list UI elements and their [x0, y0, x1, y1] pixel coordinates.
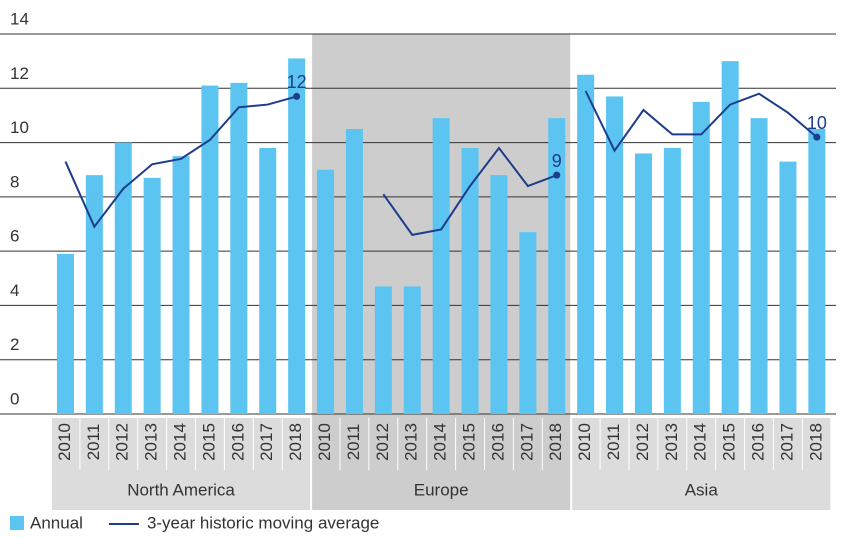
x-tick-label: 2015: [460, 423, 479, 461]
bar: [345, 129, 363, 414]
bar: [259, 148, 277, 414]
x-tick-label: 2014: [691, 423, 710, 461]
bar: [490, 175, 508, 414]
y-tick-label: 4: [10, 281, 19, 300]
x-tick-label: 2017: [257, 423, 276, 461]
bar: [374, 286, 392, 414]
x-tick-label: 2010: [315, 423, 334, 461]
bar: [230, 82, 248, 414]
moving-average-line: [64, 95, 297, 229]
x-tick-label: 2015: [720, 423, 739, 461]
data-label: 12: [287, 72, 307, 92]
bar: [85, 175, 103, 414]
x-tick-label: 2018: [286, 423, 305, 461]
bar: [634, 153, 652, 414]
bar: [317, 169, 335, 414]
bar: [519, 232, 537, 414]
y-tick-label: 8: [10, 172, 19, 191]
x-tick-label: 2010: [55, 423, 74, 461]
x-tick-label: 2011: [344, 424, 363, 461]
end-marker: [813, 133, 821, 141]
bar: [432, 118, 450, 415]
x-tick-label: 2017: [517, 423, 536, 461]
group-label-bg: [572, 418, 831, 510]
data-label: 10: [807, 113, 827, 133]
group-label: North America: [127, 480, 235, 499]
x-tick-label: 2016: [488, 423, 507, 461]
x-tick-label: 2014: [431, 423, 450, 461]
bar: [288, 58, 306, 415]
x-tick-label: 2014: [171, 423, 190, 461]
x-tick-label: 2018: [546, 423, 565, 461]
bar: [172, 156, 190, 414]
x-tick-label: 2016: [228, 423, 247, 461]
x-tick-label: 2016: [749, 423, 768, 461]
group-label-bg: [52, 418, 311, 510]
moving-average-line: [584, 90, 818, 153]
bar: [606, 96, 624, 414]
y-tick-label: 10: [10, 118, 29, 137]
group-label: Europe: [414, 480, 469, 499]
x-tick-label: 2010: [575, 423, 594, 461]
x-tick-label: 2013: [142, 423, 161, 461]
bar: [114, 142, 132, 415]
y-tick-label: 6: [10, 227, 19, 246]
legend-label: 3-year historic moving average: [147, 513, 379, 532]
end-marker: [553, 171, 561, 179]
y-tick-label: 14: [10, 9, 29, 28]
bar: [692, 101, 710, 414]
bar: [143, 177, 161, 414]
x-tick-label: 2011: [604, 424, 623, 461]
x-tick-label: 2012: [113, 423, 132, 461]
bar: [663, 148, 681, 414]
x-tick-label: 2015: [199, 423, 218, 461]
x-tick-label: 2011: [84, 424, 103, 461]
y-tick-label: 2: [10, 335, 19, 354]
moving-average-line: [382, 146, 558, 236]
bar: [721, 61, 739, 415]
y-tick-label: 0: [10, 389, 19, 408]
data-label: 9: [552, 151, 562, 171]
bar: [56, 253, 74, 414]
x-tick-label: 2012: [633, 423, 652, 461]
x-tick-label: 2013: [662, 423, 681, 461]
bar: [779, 161, 797, 414]
end-marker: [293, 92, 301, 100]
bar: [461, 148, 479, 414]
bar: [808, 129, 826, 414]
bar: [750, 118, 768, 415]
x-tick-label: 2013: [402, 423, 421, 461]
bar: [403, 286, 421, 414]
legend-swatch: [10, 516, 24, 530]
y-tick-label: 12: [10, 64, 29, 83]
x-tick-label: 2017: [777, 423, 796, 461]
group-label: Asia: [685, 480, 719, 499]
legend-label: Annual: [30, 513, 83, 532]
bar: [548, 118, 566, 415]
x-tick-label: 2012: [373, 423, 392, 461]
bar: [577, 74, 595, 414]
bar: [201, 85, 219, 415]
x-tick-label: 2018: [806, 423, 825, 461]
